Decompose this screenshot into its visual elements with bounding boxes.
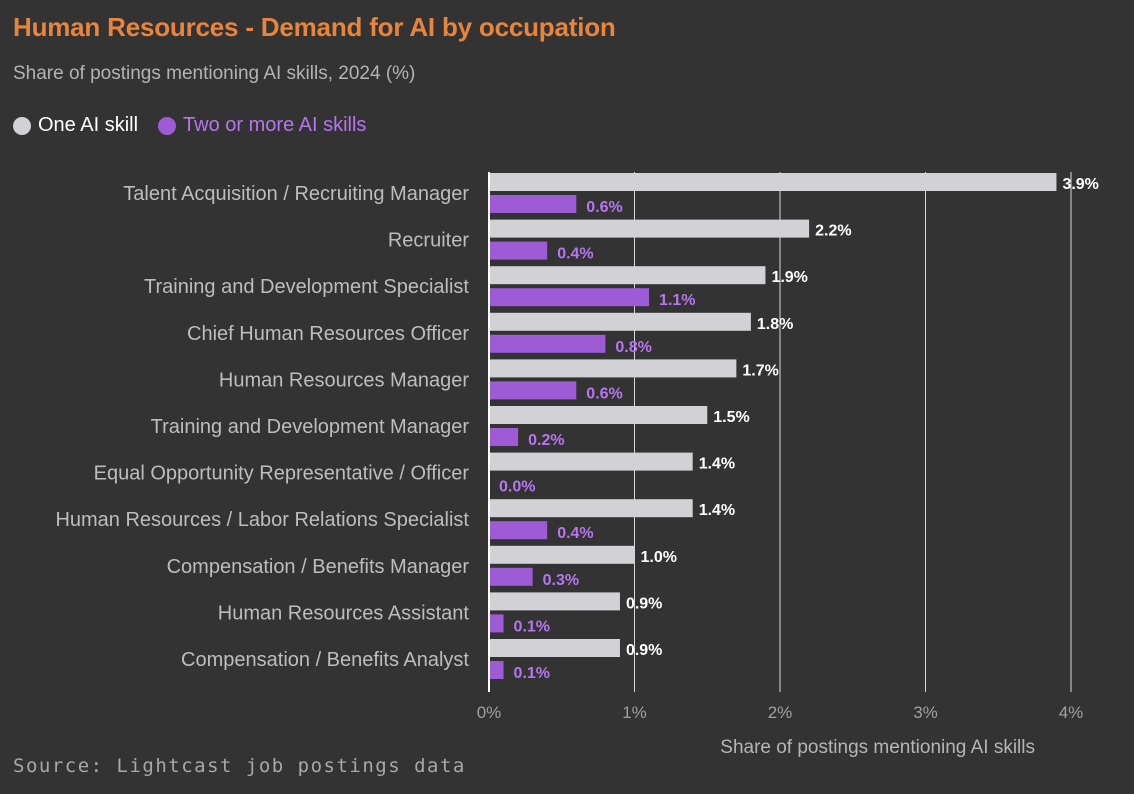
bar-two-or-more-ai-skills <box>489 241 548 260</box>
bar-one-ai-skill <box>489 406 708 424</box>
data-label-two-or-more-ai-skills: 0.8% <box>615 339 651 356</box>
category-label: Compensation / Benefits Manager <box>167 556 470 578</box>
legend-dot-one-skill <box>13 116 31 135</box>
bar-one-ai-skill <box>489 639 620 657</box>
x-tick-label: 3% <box>913 703 938 722</box>
data-label-one-ai-skill: 1.9% <box>771 269 807 286</box>
bar-one-ai-skill <box>489 312 751 331</box>
data-label-one-ai-skill: 1.4% <box>699 456 735 473</box>
data-label-two-or-more-ai-skills: 0.0% <box>499 479 535 496</box>
bar-two-or-more-ai-skills <box>489 334 606 353</box>
bar-one-ai-skill <box>489 173 1057 191</box>
legend-item-two-plus: Two or more AI skills <box>158 114 366 137</box>
category-label: Compensation / Benefits Analyst <box>181 649 469 671</box>
bar-two-or-more-ai-skills <box>489 195 577 213</box>
legend-item-one-skill: One AI skill <box>13 114 138 137</box>
bar-two-or-more-ai-skills <box>489 428 519 446</box>
category-label: Equal Opportunity Representative / Offic… <box>94 463 470 485</box>
category-label: Training and Development Manager <box>151 416 470 438</box>
data-label-two-or-more-ai-skills: 0.4% <box>557 525 593 542</box>
data-label-two-or-more-ai-skills: 1.1% <box>659 292 695 309</box>
bar-two-or-more-ai-skills <box>489 288 650 307</box>
data-label-one-ai-skill: 0.9% <box>626 595 662 612</box>
bar-one-ai-skill <box>489 219 810 238</box>
data-label-two-or-more-ai-skills: 0.6% <box>586 199 622 216</box>
data-label-one-ai-skill: 1.8% <box>757 316 793 333</box>
category-label: Human Resources Assistant <box>218 602 470 624</box>
data-label-two-or-more-ai-skills: 0.2% <box>528 432 564 449</box>
legend-label-two-plus: Two or more AI skills <box>183 114 367 136</box>
data-label-one-ai-skill: 1.0% <box>641 549 677 566</box>
bar-one-ai-skill <box>489 359 737 378</box>
data-label-two-or-more-ai-skills: 0.6% <box>586 385 622 402</box>
bar-one-ai-skill <box>489 545 635 564</box>
bar-two-or-more-ai-skills <box>489 661 504 679</box>
x-axis-title: Share of postings mentioning AI skills <box>720 737 1035 758</box>
source-note: Source: Lightcast job postings data <box>13 755 466 777</box>
x-tick-label: 4% <box>1059 703 1084 722</box>
legend-dot-two-plus <box>158 116 177 135</box>
chart-legend: One AI skill Two or more AI skills <box>13 114 386 137</box>
data-label-one-ai-skill: 1.7% <box>742 362 778 379</box>
bar-one-ai-skill <box>489 452 693 471</box>
chart-subtitle: Share of postings mentioning AI skills, … <box>13 63 416 84</box>
chart-title: Human Resources - Demand for AI by occup… <box>13 12 616 42</box>
bar-two-or-more-ai-skills <box>489 567 533 586</box>
data-label-one-ai-skill: 3.9% <box>1062 176 1098 193</box>
data-label-one-ai-skill: 1.5% <box>713 409 749 426</box>
x-tick-label: 2% <box>768 703 793 722</box>
x-tick-label: 1% <box>622 703 647 722</box>
data-label-one-ai-skill: 0.9% <box>626 642 662 659</box>
category-label: Training and Development Specialist <box>144 276 469 298</box>
bar-one-ai-skill <box>489 266 766 285</box>
legend-label-one-skill: One AI skill <box>38 114 139 136</box>
bar-one-ai-skill <box>489 592 620 611</box>
x-tick-label: 0% <box>477 703 502 722</box>
data-label-two-or-more-ai-skills: 0.4% <box>557 246 593 263</box>
data-label-two-or-more-ai-skills: 0.1% <box>514 665 550 682</box>
category-label: Human Resources / Labor Relations Specia… <box>55 509 469 531</box>
bar-two-or-more-ai-skills <box>489 521 548 540</box>
category-label: Recruiter <box>388 230 469 252</box>
category-label: Human Resources Manager <box>219 369 469 391</box>
bar-one-ai-skill <box>489 499 693 518</box>
data-label-one-ai-skill: 2.2% <box>815 223 851 240</box>
bar-two-or-more-ai-skills <box>489 614 504 633</box>
bar-two-or-more-ai-skills <box>489 381 577 400</box>
data-label-two-or-more-ai-skills: 0.1% <box>514 618 550 635</box>
data-label-two-or-more-ai-skills: 0.3% <box>543 572 579 589</box>
category-label: Talent Acquisition / Recruiting Manager <box>123 183 469 205</box>
data-label-one-ai-skill: 1.4% <box>699 502 735 519</box>
category-label: Chief Human Resources Officer <box>187 323 469 345</box>
